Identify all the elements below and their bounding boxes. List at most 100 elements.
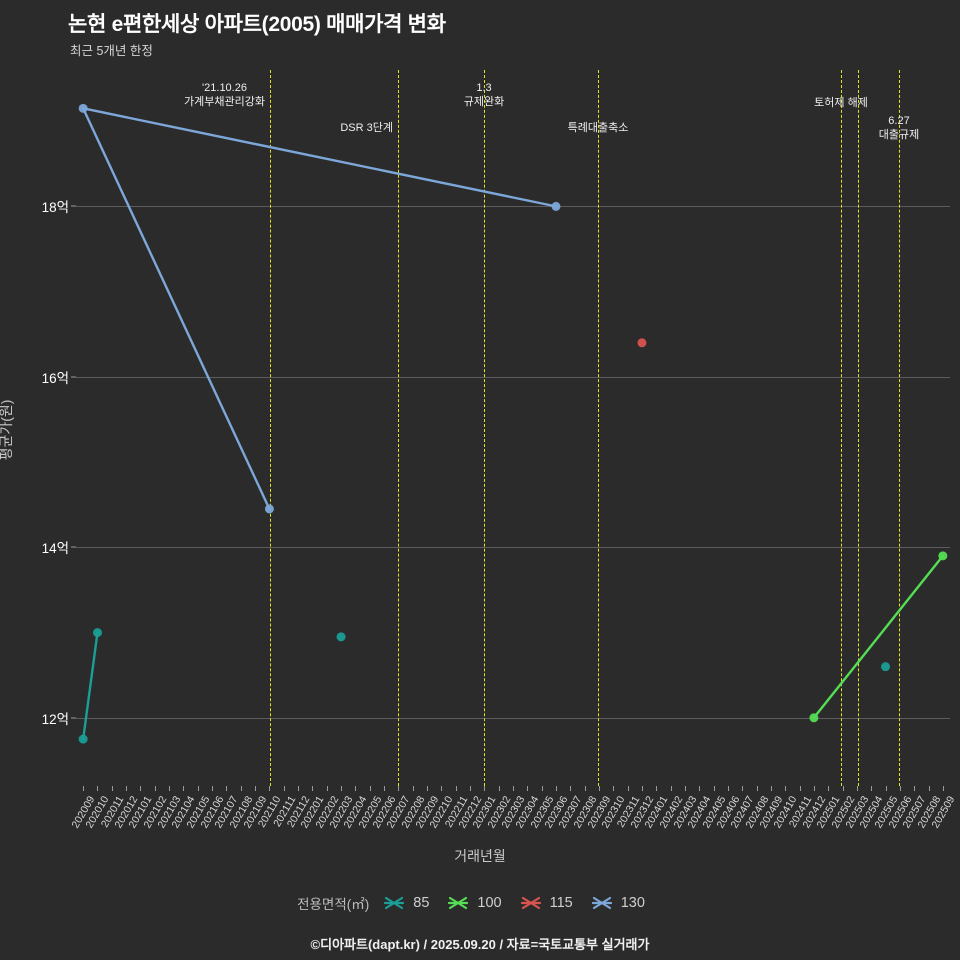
data-point[interactable] (938, 551, 948, 561)
x-axis-tick-mark (427, 786, 429, 791)
legend-item-115[interactable]: 115 (520, 895, 573, 911)
x-axis-tick-mark (441, 786, 443, 791)
x-axis-tick-mark (670, 786, 672, 791)
data-point[interactable] (809, 713, 819, 723)
legend-item-130[interactable]: 130 (591, 895, 645, 911)
series-line (81, 631, 99, 741)
x-axis-tick-mark (871, 786, 873, 791)
x-axis-tick-mark (384, 786, 386, 791)
x-axis-tick-mark (928, 786, 930, 791)
event-vertical-line (398, 70, 399, 786)
x-axis-tick-mark (584, 786, 586, 791)
x-axis-tick-mark (283, 786, 285, 791)
data-point[interactable] (881, 662, 891, 672)
event-vertical-line (899, 70, 900, 786)
x-axis-tick-mark (828, 786, 830, 791)
x-axis-tick-mark (513, 786, 514, 791)
y-axis-tick-mark (71, 717, 76, 719)
legend-label: 130 (620, 895, 645, 911)
x-axis-tick-mark (899, 786, 901, 791)
x-axis-tick-mark (484, 786, 486, 791)
x-axis-tick-mark (369, 786, 371, 791)
x-axis-tick-mark (83, 786, 85, 791)
legend-label: 100 (477, 895, 502, 911)
x-axis-tick-mark (470, 786, 472, 791)
x-axis-tick-mark (684, 786, 686, 791)
event-vertical-line (484, 70, 485, 786)
x-axis-tick-mark (527, 786, 529, 791)
event-vertical-line (598, 70, 599, 786)
x-axis-tick-mark (627, 786, 629, 791)
x-axis-tick-mark (183, 786, 185, 791)
x-axis-tick-mark (298, 786, 300, 791)
x-axis-tick-mark (97, 786, 99, 791)
data-point[interactable] (336, 632, 346, 642)
x-axis-tick-mark (885, 786, 887, 791)
data-point[interactable] (264, 504, 274, 514)
series-line (81, 107, 558, 511)
x-axis-tick-mark (255, 786, 257, 791)
plot-area: 12억 14억 16억 18억 202009 202010 202011 202012 202… (42, 70, 957, 830)
event-vertical-line (858, 70, 859, 786)
gridline (76, 206, 950, 208)
data-point[interactable] (551, 201, 561, 211)
data-point[interactable] (78, 103, 88, 113)
x-axis-label: 거래년월 (454, 848, 506, 864)
x-axis-tick-mark (656, 786, 658, 791)
series-100 (809, 551, 948, 723)
data-point[interactable] (637, 338, 647, 348)
x-axis-tick-mark (914, 786, 916, 791)
legend-title: 전용면적(㎡) (297, 897, 370, 912)
legend-marker-icon (384, 896, 405, 910)
x-axis-tick-mark (699, 786, 701, 791)
x-axis-tick-mark (770, 786, 772, 791)
legend-label: 85 (413, 895, 430, 911)
data-point[interactable] (92, 628, 102, 638)
x-axis-tick-mark (555, 786, 557, 791)
x-axis-tick-mark (111, 786, 113, 791)
legend-marker-icon (448, 896, 469, 910)
y-axis-tick-mark (71, 376, 76, 378)
series-85 (78, 628, 891, 744)
x-axis-tick-mark (727, 786, 729, 791)
x-axis-tick-mark (455, 786, 457, 791)
footer-credit: ©디아파트(dapt.kr) / 2025.09.20 / 자료=국토교통부 실… (310, 937, 650, 952)
x-axis-tick-mark (498, 786, 500, 791)
x-axis-tick-mark (326, 786, 328, 791)
x-axis-tick-mark (212, 786, 214, 791)
x-axis-tick-mark (169, 786, 171, 791)
x-axis-tick-mark (154, 786, 156, 791)
y-axis-tick-label: 18억 (41, 200, 69, 216)
x-axis-tick-mark (570, 786, 572, 791)
x-axis-tick-mark (756, 786, 758, 791)
gridline (76, 376, 950, 378)
event-vertical-line (270, 70, 271, 786)
x-axis-tick-mark (799, 786, 801, 791)
legend: 전용면적(㎡) 85 100 115 130 (0, 893, 960, 913)
series-115 (637, 338, 647, 348)
series-layer (78, 103, 948, 744)
x-axis-tick-mark (398, 786, 400, 791)
x-axis-tick-mark (341, 786, 343, 791)
x-axis-tick-mark (197, 786, 199, 791)
data-point[interactable] (78, 734, 88, 744)
legend-marker-icon (591, 896, 612, 910)
x-axis-tick-mark (813, 786, 815, 791)
x-axis-tick-mark (140, 786, 142, 791)
y-axis-label: 평균가(원) (0, 399, 14, 461)
x-axis-tick-mark (269, 786, 271, 791)
event-vertical-line (841, 70, 842, 786)
gridline (76, 547, 950, 549)
y-axis-tick-label: 14억 (41, 541, 69, 557)
x-axis-tick-mark (842, 786, 844, 791)
x-axis-tick-mark (641, 786, 643, 791)
x-axis-tick-mark (312, 786, 314, 791)
legend-item-85[interactable]: 85 (383, 895, 429, 911)
legend-marker-icon (520, 896, 541, 910)
legend-item-100[interactable]: 100 (447, 895, 502, 911)
x-axis-tick-mark (412, 786, 414, 791)
x-axis-tick-mark (785, 786, 787, 791)
x-axis-tick-mark (226, 786, 228, 791)
series-line (812, 554, 945, 720)
